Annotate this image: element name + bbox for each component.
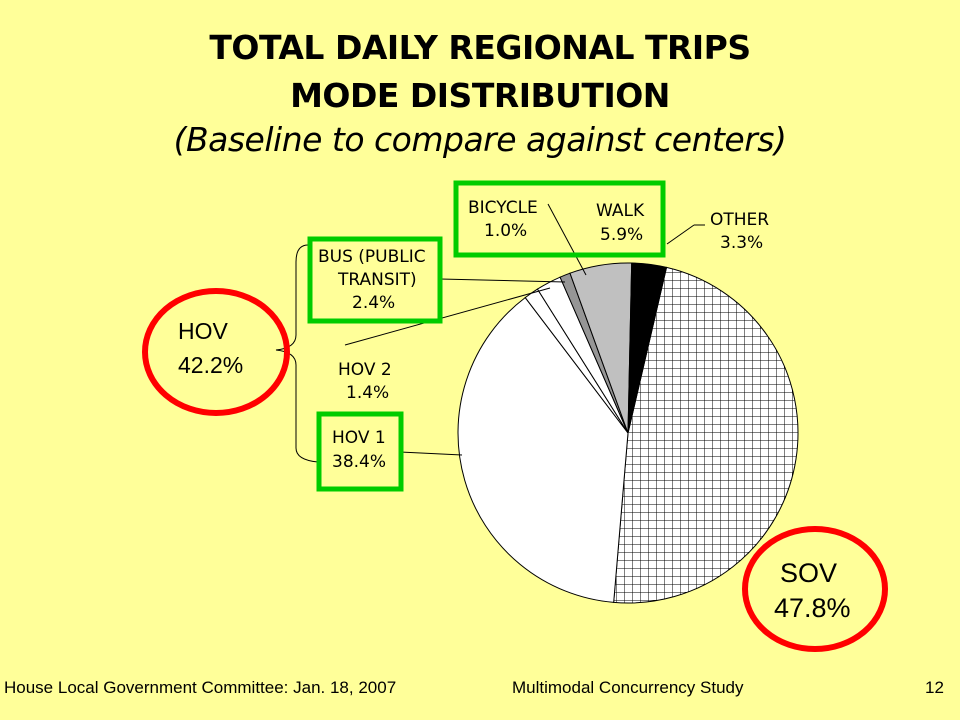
label-bus-line1: BUS (PUBLIC xyxy=(318,247,426,267)
label-bicycle: BICYCLE xyxy=(468,198,538,218)
slice-other xyxy=(627,262,668,434)
value-other: 3.3% xyxy=(720,233,763,253)
label-walk: WALK xyxy=(596,201,645,221)
value-walk: 5.9% xyxy=(600,225,643,245)
label-sov: SOV xyxy=(780,558,837,588)
value-bus: 2.4% xyxy=(352,293,395,313)
label-bus-line2: TRANSIT) xyxy=(337,270,417,290)
leader-bus xyxy=(439,278,566,283)
leader-bicycle xyxy=(547,203,587,276)
box-hov1 xyxy=(316,411,404,492)
title-line-1: TOTAL DAILY REGIONAL TRIPS xyxy=(209,28,751,67)
leader-other xyxy=(666,224,695,245)
value-hov1: 38.4% xyxy=(332,452,386,472)
slice-hov1 xyxy=(457,296,629,603)
slice-sov xyxy=(613,266,799,604)
hov-bracket xyxy=(275,244,319,463)
value-hov-group: 42.2% xyxy=(178,352,243,378)
value-sov: 47.8% xyxy=(774,593,851,623)
value-hov2: 1.4% xyxy=(346,383,389,403)
footer-study: Multimodal Concurrency Study xyxy=(512,678,744,697)
highlight-circles xyxy=(142,288,888,652)
value-bicycle: 1.0% xyxy=(484,221,527,241)
box-bicycle-walk xyxy=(453,180,666,258)
subtitle: (Baseline to compare against centers) xyxy=(173,120,787,159)
leader-hov1 xyxy=(399,451,463,456)
leader-hov2 xyxy=(344,287,551,346)
label-hov-group: HOV xyxy=(178,318,229,344)
circle-sov xyxy=(742,526,888,652)
label-other: OTHER xyxy=(710,210,769,230)
label-hov2: HOV 2 xyxy=(338,360,392,380)
leader-lines xyxy=(275,203,705,463)
circle-hov xyxy=(142,288,290,416)
title-line-2: MODE DISTRIBUTION xyxy=(290,76,670,115)
highlight-boxes xyxy=(307,180,666,492)
box-bus xyxy=(307,236,443,324)
page-number: 12 xyxy=(925,678,944,697)
label-hov1: HOV 1 xyxy=(332,428,386,448)
pie-slices xyxy=(457,262,799,604)
footer-committee: House Local Government Committee: Jan. 1… xyxy=(4,678,397,697)
